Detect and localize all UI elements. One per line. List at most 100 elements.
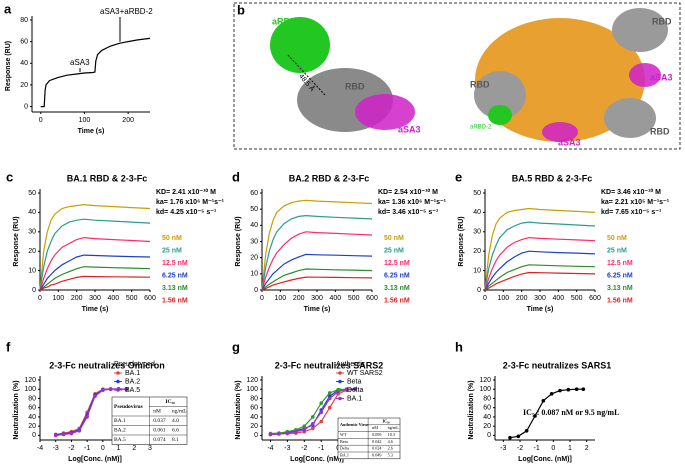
y-axis-label: Response (RU) [13,216,20,266]
table-frame [111,396,188,445]
legend-label: 12.5 nM [162,260,188,267]
data-line [484,207,596,291]
structure-label: RBD [652,16,672,26]
legend-swatch [338,371,342,375]
x-tick-label: 100 [52,295,64,302]
data-point [327,396,332,401]
y-axis-label: Response (RU) [5,41,12,91]
x-axis-label: Log[Conc. (nM)] [518,456,572,463]
panel-letter: g [232,339,240,354]
table-cell: 2.6 [388,446,393,451]
table-cell: Delta [340,446,349,451]
y-tick-label: 100 [246,386,258,393]
x-tick-label: 100 [497,295,509,302]
legend-label: 6.25 nM [162,272,188,279]
data-point [524,428,529,433]
legend-label: 25 nM [607,247,627,254]
y-tick-label: 120 [479,377,491,384]
data-line [484,264,596,291]
data-point [302,424,307,428]
y-tick-label: 0 [24,103,28,110]
rbd-surface [604,98,656,138]
x-axis-label: Time (s) [527,306,554,313]
kinetics: KD= 3.46 x10⁻¹⁰ M [601,188,661,196]
data-line [484,236,596,291]
data-point [310,422,315,426]
x-tick-label: 500 [348,295,360,302]
structure-label: aSA3 [398,124,421,134]
table-subheader: ng/mL [388,425,400,430]
legend-label: 12.5 nM [607,260,633,267]
x-tick-label: 600 [366,295,378,302]
table-header: Pseudovirus [114,404,143,410]
legend-label: Beta [347,378,362,385]
annotation: IC₅₀: 0.087 nM or 9.5 ng/mL [523,408,619,417]
data-line [40,37,151,108]
kinetics: kd= 7.65 x10⁻⁵ s⁻¹ [601,209,662,216]
data-line [55,388,127,436]
legend-label: 50 nM [162,235,182,242]
x-tick-label: 600 [144,295,156,302]
y-axis-label: Neutralization (%) [13,380,20,439]
table-header: Authentic Virus [340,422,369,427]
kinetics: kd= 4.25 x10⁻⁵ s⁻¹ [156,209,217,216]
panel-letter: e [455,169,462,184]
table-cell: 0.095 [372,432,381,437]
x-tick-label: 600 [589,295,601,302]
legend-swatch [338,396,342,401]
annotation: aSA3+aRBD-2 [100,7,153,16]
legend-label: BA.2 [125,378,140,385]
y-tick-label: 120 [246,377,258,384]
data-line [261,214,373,291]
legend-label: WT SARS2 [347,370,383,377]
data-point [268,432,273,437]
table-cell: 0.037 [153,418,166,424]
data-line [484,221,596,291]
y-tick-label: 40 [483,414,491,421]
table-cell: 0.042 [372,439,381,444]
legend-swatch [116,388,120,392]
data-line [261,199,373,291]
data-point [53,433,58,438]
x-tick-label: -4 [37,445,43,452]
data-line [484,250,596,291]
legend-label: 3.13 nM [162,285,188,292]
data-point [541,398,546,403]
structure-label: aSA3 [558,137,581,147]
x-tick-label: 3 [148,445,152,452]
x-tick-label: -1 [84,445,90,452]
y-tick-label: 10 [28,267,36,274]
arbd2-ribbon [270,17,330,73]
y-tick-label: 100 [24,386,36,393]
y-tick-label: 0 [487,432,491,439]
data-line [484,271,596,291]
y-axis-label: Response (RU) [458,216,465,266]
data-point [327,391,332,395]
data-point [533,414,537,418]
data-point [294,429,298,434]
x-tick-label: 100 [79,117,91,124]
table-cell: 6.6 [172,428,179,434]
data-line [261,253,373,291]
y-tick-label: 60 [250,405,258,412]
y-tick-label: 30 [28,229,36,236]
y-axis-label: Response (RU) [235,216,242,266]
y-tick-label: 80 [250,395,258,402]
legend-label: 3.13 nM [384,285,410,292]
legend-label: BA.5 [125,387,140,394]
panel-letter: a [4,1,12,16]
data-point [319,419,324,424]
kinetics: KD= 2.54 x10⁻¹⁰ M [378,188,438,196]
chart-title: 2-3-Fc neutralizes SARS2 [275,360,384,370]
x-tick-label: 300 [89,295,101,302]
x-tick-label: 0 [101,445,105,452]
kinetics: ka= 1.36 x10⁶ M⁻¹s⁻¹ [378,199,447,206]
legend-label: 1.56 nM [607,297,633,304]
y-tick-label: 10 [473,267,481,274]
data-point [574,387,579,392]
x-tick-label: -3 [284,445,290,452]
legend-swatch [338,388,342,392]
data-point [277,432,281,436]
legend-label: 1.56 nM [384,297,410,304]
legend-title: Pseudotyped [114,361,155,368]
